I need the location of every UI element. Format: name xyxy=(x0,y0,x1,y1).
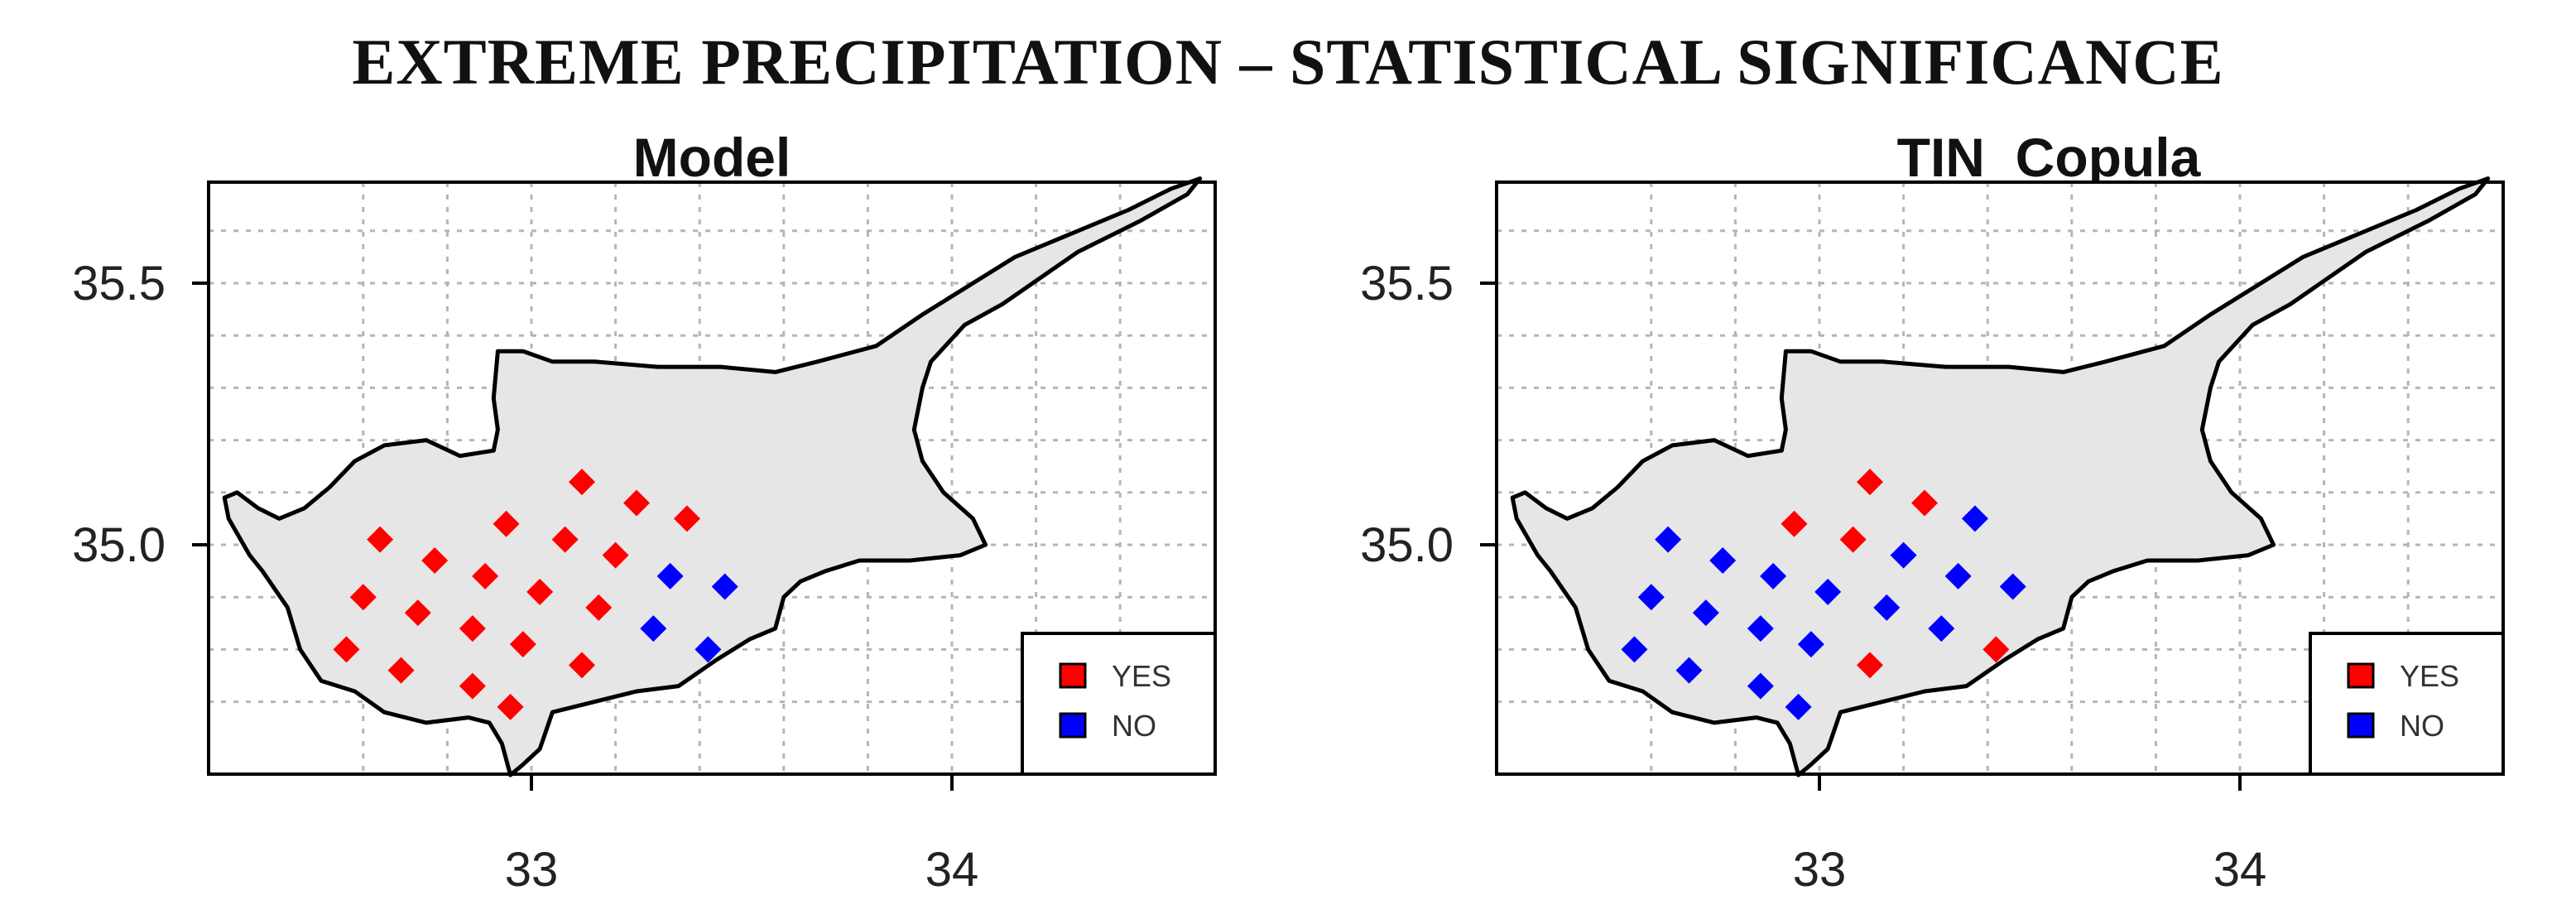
legend: YES NO xyxy=(2309,632,2505,776)
station-marker-yes xyxy=(333,636,360,663)
station-marker-yes xyxy=(1856,469,1883,496)
station-marker-yes xyxy=(1982,636,2010,663)
station-marker-no xyxy=(1928,615,1955,642)
map-panel-model: 33 34 35.5 35.0 YES NO xyxy=(72,176,1217,897)
station-marker-yes xyxy=(1856,652,1883,679)
plot-frame xyxy=(1495,180,2505,776)
figure-title: EXTREME PRECIPITATION – STATISTICAL SIGN… xyxy=(352,26,2224,98)
station-marker-yes xyxy=(526,578,554,605)
station-marker-yes xyxy=(602,541,629,569)
station-marker-no xyxy=(1692,599,1719,627)
station-marker-yes xyxy=(1781,510,1808,537)
panel-title-tin-copula: TIN_Copula xyxy=(1896,127,2201,188)
station-marker-yes xyxy=(673,505,700,532)
station-marker-no xyxy=(1785,693,1812,720)
station-marker-no xyxy=(1961,505,1988,532)
station-marker-yes xyxy=(459,672,486,700)
station-marker-no xyxy=(1709,546,1737,574)
station-marker-no xyxy=(1944,562,1972,590)
station-marker-yes xyxy=(551,526,579,553)
legend-swatch-no xyxy=(1059,712,1087,739)
legend-swatch-no xyxy=(2347,712,2375,739)
legend-box xyxy=(2309,632,2505,776)
station-marker-yes xyxy=(421,546,449,574)
x-tick-label: 34 xyxy=(925,843,979,897)
legend-label-no: NO xyxy=(2400,709,2444,743)
station-marker-no xyxy=(1747,615,1774,642)
station-marker-no xyxy=(1797,631,1824,658)
station-marker-yes xyxy=(493,510,520,537)
legend: YES NO xyxy=(1021,632,1217,776)
legend-swatch-yes xyxy=(1059,662,1087,689)
station-marker-yes xyxy=(585,594,613,621)
station-marker-no xyxy=(1760,562,1787,590)
station-marker-no xyxy=(1675,657,1703,684)
station-marker-yes xyxy=(1911,489,1938,517)
station-marker-no xyxy=(1890,541,1917,569)
legend-label-no: NO xyxy=(1112,709,1156,743)
station-marker-yes xyxy=(497,693,524,720)
station-marker-yes xyxy=(568,652,595,679)
station-marker-yes xyxy=(472,562,499,590)
y-tick-label: 35.5 xyxy=(1360,257,1454,310)
station-marker-no xyxy=(1814,578,1842,605)
station-marker-yes xyxy=(568,469,595,496)
legend-label-yes: YES xyxy=(2400,659,2459,693)
station-marker-yes xyxy=(367,526,394,553)
station-marker-yes xyxy=(404,599,431,627)
plot-frame xyxy=(207,180,1217,776)
x-tick-label: 33 xyxy=(1793,843,1847,897)
x-tick-label: 33 xyxy=(505,843,559,897)
station-marker-yes xyxy=(1839,526,1867,553)
station-marker-no xyxy=(694,636,722,663)
station-marker-yes xyxy=(623,489,650,517)
map-panel-tin-copula: 33 34 35.5 35.0 YES NO xyxy=(1360,176,2505,897)
legend-box xyxy=(1021,632,1217,776)
y-tick-label: 35.5 xyxy=(72,257,166,310)
station-marker-no xyxy=(1999,573,2026,600)
y-tick-label: 35.0 xyxy=(1360,518,1454,572)
station-marker-yes xyxy=(459,615,486,642)
station-marker-yes xyxy=(349,584,377,611)
station-marker-yes xyxy=(387,657,415,684)
legend-label-yes: YES xyxy=(1112,659,1171,693)
y-tick-label: 35.0 xyxy=(72,518,166,572)
station-marker-no xyxy=(1747,672,1774,700)
station-marker-no xyxy=(656,562,684,590)
station-marker-no xyxy=(1637,584,1665,611)
x-tick-label: 34 xyxy=(2213,843,2267,897)
station-marker-yes xyxy=(509,631,536,658)
station-marker-no xyxy=(711,573,738,600)
station-marker-no xyxy=(1655,526,1682,553)
station-marker-no xyxy=(1621,636,1648,663)
panel-title-model: Model xyxy=(632,127,791,188)
legend-swatch-yes xyxy=(2347,662,2375,689)
station-marker-no xyxy=(640,615,667,642)
station-marker-no xyxy=(1873,594,1901,621)
